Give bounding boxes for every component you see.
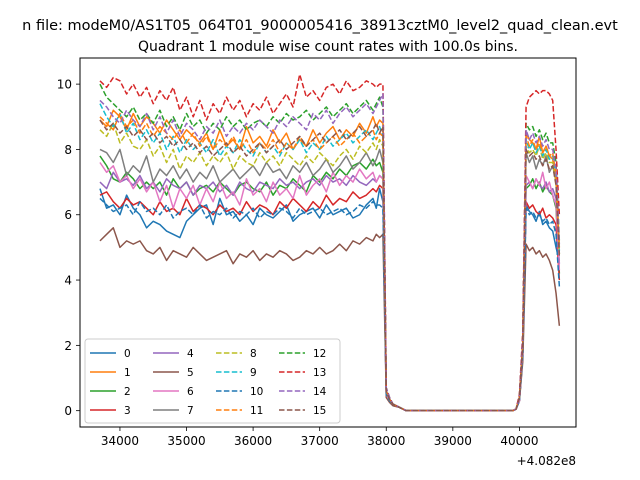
y-tick-label: 2	[64, 339, 72, 353]
x-tick-label: 38000	[367, 434, 405, 448]
legend-label-1: 1	[124, 367, 131, 379]
legend-frame	[84, 338, 341, 424]
legend-label-11: 11	[250, 405, 263, 417]
legend-label-8: 8	[250, 348, 257, 360]
series-line-8	[99, 122, 561, 412]
x-tick-label: 35000	[167, 434, 205, 448]
x-tick-label: 34000	[101, 434, 139, 448]
legend-label-6: 6	[187, 386, 194, 398]
x-axis: 34000 35000 36000 37000 38000 39000 40000	[101, 427, 539, 448]
legend-label-2: 2	[124, 386, 131, 398]
x-tick-label: 39000	[434, 434, 472, 448]
legend-label-3: 3	[124, 405, 131, 417]
legend-label-9: 9	[250, 367, 257, 379]
y-tick-label: 0	[64, 404, 72, 418]
x-tick-label: 37000	[301, 434, 339, 448]
axes-frame	[79, 57, 577, 428]
legend-label-14: 14	[313, 386, 327, 398]
legend-label-15: 15	[313, 405, 326, 417]
y-tick-label: 10	[57, 78, 72, 92]
legend-label-4: 4	[187, 348, 194, 360]
y-tick-label: 4	[64, 274, 72, 288]
series-layer	[99, 73, 561, 412]
legend-label-12: 12	[313, 348, 326, 360]
x-tick-label: 40000	[500, 434, 538, 448]
y-tick-label: 8	[64, 143, 72, 157]
legend-label-13: 13	[313, 367, 326, 379]
y-tick-label: 6	[64, 208, 72, 222]
figure-suptitle: n file: modeM0/AS1T05_064T01_9000005416_…	[22, 18, 618, 34]
legend-label-7: 7	[187, 405, 194, 417]
legend-label-0: 0	[124, 348, 131, 360]
x-offset-label: +4.082e8	[517, 454, 576, 468]
x-tick-label: 36000	[234, 434, 272, 448]
series-line-15	[99, 119, 561, 412]
legend-label-10: 10	[250, 386, 263, 398]
legend-label-5: 5	[187, 367, 194, 379]
y-axis: 0 2 4 6 8 10	[57, 78, 80, 418]
chart-title: Quadrant 1 module wise count rates with …	[138, 39, 518, 55]
series-line-10	[99, 197, 561, 412]
